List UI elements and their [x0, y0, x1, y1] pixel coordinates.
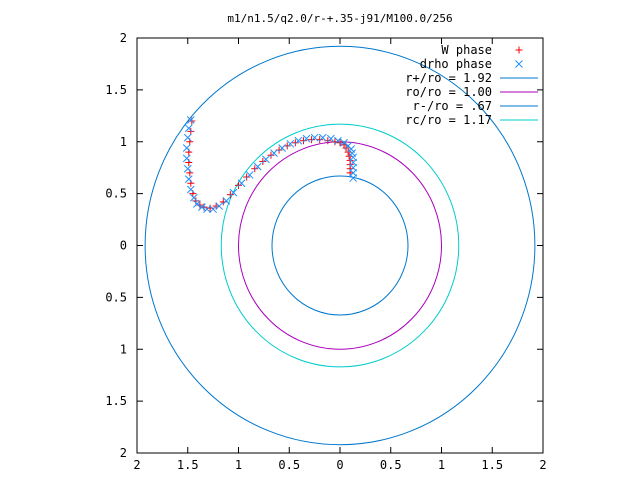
y-tick-label-8: 2 — [120, 446, 127, 460]
y-tick-label-3: 0.5 — [105, 187, 127, 201]
y-tick-label-0: 2 — [120, 31, 127, 45]
point-0-21 — [235, 181, 242, 189]
point-1-23 — [222, 197, 231, 205]
point-0-20 — [243, 173, 251, 181]
point-1-17 — [270, 149, 278, 158]
x-tick-label-6: 1 — [438, 458, 445, 472]
x-tick-label-3: 0.5 — [278, 458, 300, 472]
y-tick-label-7: 1.5 — [105, 394, 127, 408]
circle-1 — [238, 141, 442, 350]
series-1 — [182, 116, 358, 214]
x-tick-label-0: 2 — [133, 458, 140, 472]
point-1-22 — [229, 188, 238, 197]
legend-swatch-1 — [515, 60, 523, 68]
legend-label-3: ro/ro = 1.00 — [405, 85, 492, 99]
y-tick-label-1: 1.5 — [105, 83, 127, 97]
circle-3 — [220, 123, 460, 368]
x-axis-ticks: 2 1.5 1 0.5 0 0.5 1 1.5 2 — [133, 38, 547, 472]
x-tick-label-5: 0.5 — [380, 458, 402, 472]
y-tick-label-6: 1 — [120, 342, 127, 356]
point-1-7 — [344, 142, 352, 150]
point-1-25 — [209, 205, 217, 214]
point-0-19 — [251, 165, 259, 173]
point-0-14 — [291, 139, 299, 147]
point-1-11 — [318, 133, 327, 142]
legend-label-5: rc/ro = 1.17 — [405, 113, 492, 127]
legend-label-2: r+/ro = 1.92 — [405, 71, 492, 85]
y-tick-label-4: 0 — [120, 239, 127, 253]
point-1-31 — [184, 175, 193, 183]
point-0-12 — [308, 136, 316, 144]
y-axis-ticks: 2 1.5 1 0.5 0 0.5 1 1.5 2 — [105, 31, 543, 460]
point-1-34 — [182, 144, 191, 152]
point-1-26 — [203, 205, 211, 214]
point-1-15 — [286, 139, 295, 148]
x-tick-label-1: 1.5 — [177, 458, 199, 472]
point-1-35 — [183, 133, 192, 142]
data-series — [182, 116, 358, 214]
y-tick-label-2: 1 — [120, 135, 127, 149]
y-tick-label-5: 0.5 — [105, 290, 127, 304]
x-tick-label-4: 0 — [336, 458, 343, 472]
legend-label-0: W phase — [441, 43, 492, 57]
series-0 — [185, 117, 354, 212]
point-1-24 — [215, 202, 224, 210]
point-1-12 — [310, 133, 319, 142]
point-1-18 — [262, 155, 270, 164]
point-1-13 — [302, 134, 311, 143]
point-1-37 — [186, 116, 195, 124]
point-1-30 — [186, 185, 195, 194]
reference-circles — [144, 45, 536, 446]
point-1-29 — [189, 193, 198, 202]
point-1-16 — [278, 144, 286, 152]
point-1-33 — [182, 154, 191, 163]
point-1-36 — [184, 124, 193, 133]
point-1-9 — [334, 136, 342, 145]
point-0-22 — [226, 191, 234, 199]
point-0-17 — [267, 151, 275, 159]
point-0-18 — [259, 157, 267, 165]
point-0-13 — [299, 137, 307, 145]
point-0-35 — [187, 127, 195, 135]
point-1-27 — [198, 203, 206, 211]
point-1-21 — [237, 179, 246, 188]
point-1-32 — [183, 164, 192, 173]
point-1-10 — [327, 134, 335, 143]
point-1-19 — [253, 162, 262, 171]
legend-label-1: drho phase — [420, 57, 492, 71]
point-1-28 — [193, 200, 201, 208]
circle-0 — [144, 45, 536, 446]
point-1-20 — [245, 171, 254, 179]
circle-2 — [271, 175, 409, 316]
x-tick-label-7: 1.5 — [481, 458, 503, 472]
legend-swatch-0 — [515, 46, 523, 54]
chart-title: m1/n1.5/q2.0/r-+.35-j91/M100.0/256 — [227, 12, 452, 25]
point-1-14 — [294, 136, 303, 145]
x-tick-label-2: 1 — [235, 458, 242, 472]
point-1-8 — [340, 138, 348, 147]
legend-label-4: r-/ro = .67 — [413, 99, 492, 113]
x-tick-label-8: 2 — [539, 458, 546, 472]
